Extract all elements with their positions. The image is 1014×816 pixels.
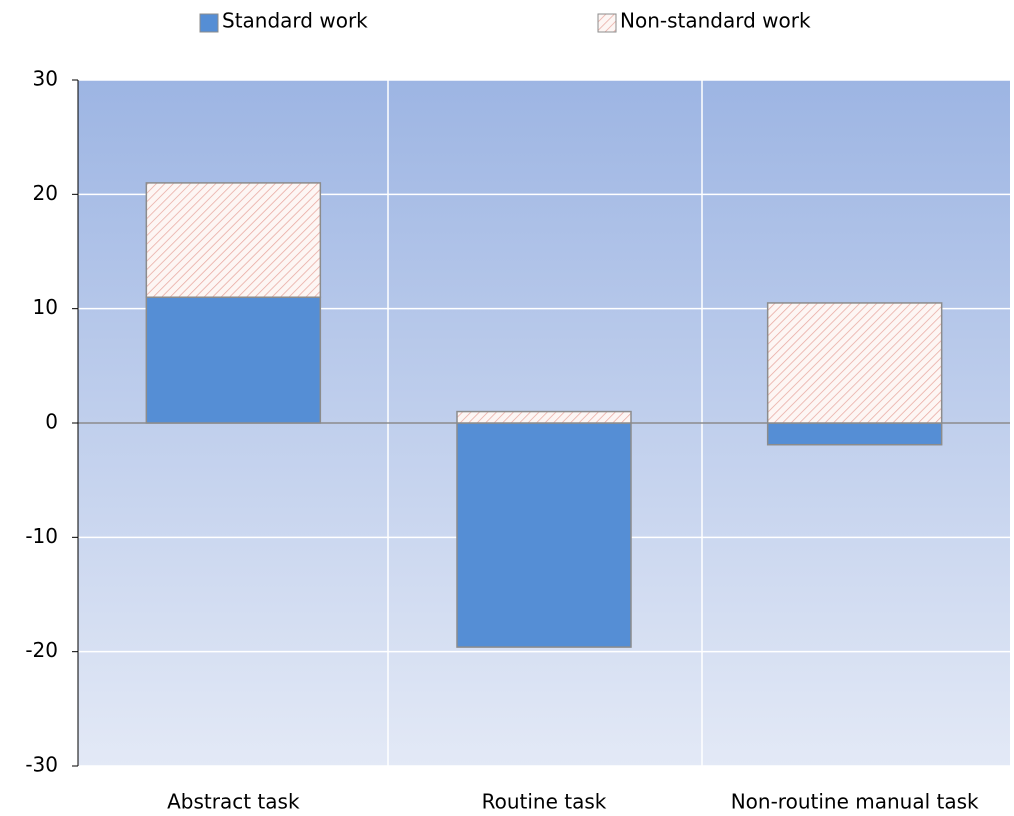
bar: [145, 182, 322, 298]
y-tick-label: 30: [33, 67, 58, 91]
bar: [456, 422, 632, 648]
y-tick-label: 0: [45, 410, 58, 434]
bar: [145, 296, 322, 424]
y-tick-label: -20: [25, 638, 58, 662]
legend-label: Standard work: [222, 9, 368, 33]
x-tick-label: Non-routine manual task: [731, 790, 979, 814]
legend-swatch: [597, 13, 617, 33]
legend-label: Non-standard work: [620, 9, 811, 33]
bar: [456, 410, 632, 424]
bar: [766, 422, 943, 446]
x-tick-label: Abstract task: [167, 790, 300, 814]
legend-swatch: [199, 13, 219, 33]
y-tick-label: -10: [25, 524, 58, 548]
y-tick-label: 20: [33, 181, 58, 205]
y-tick-label: -30: [25, 753, 58, 777]
x-tick-label: Routine task: [482, 790, 607, 814]
y-tick-label: 10: [33, 295, 58, 319]
bar: [766, 302, 943, 424]
